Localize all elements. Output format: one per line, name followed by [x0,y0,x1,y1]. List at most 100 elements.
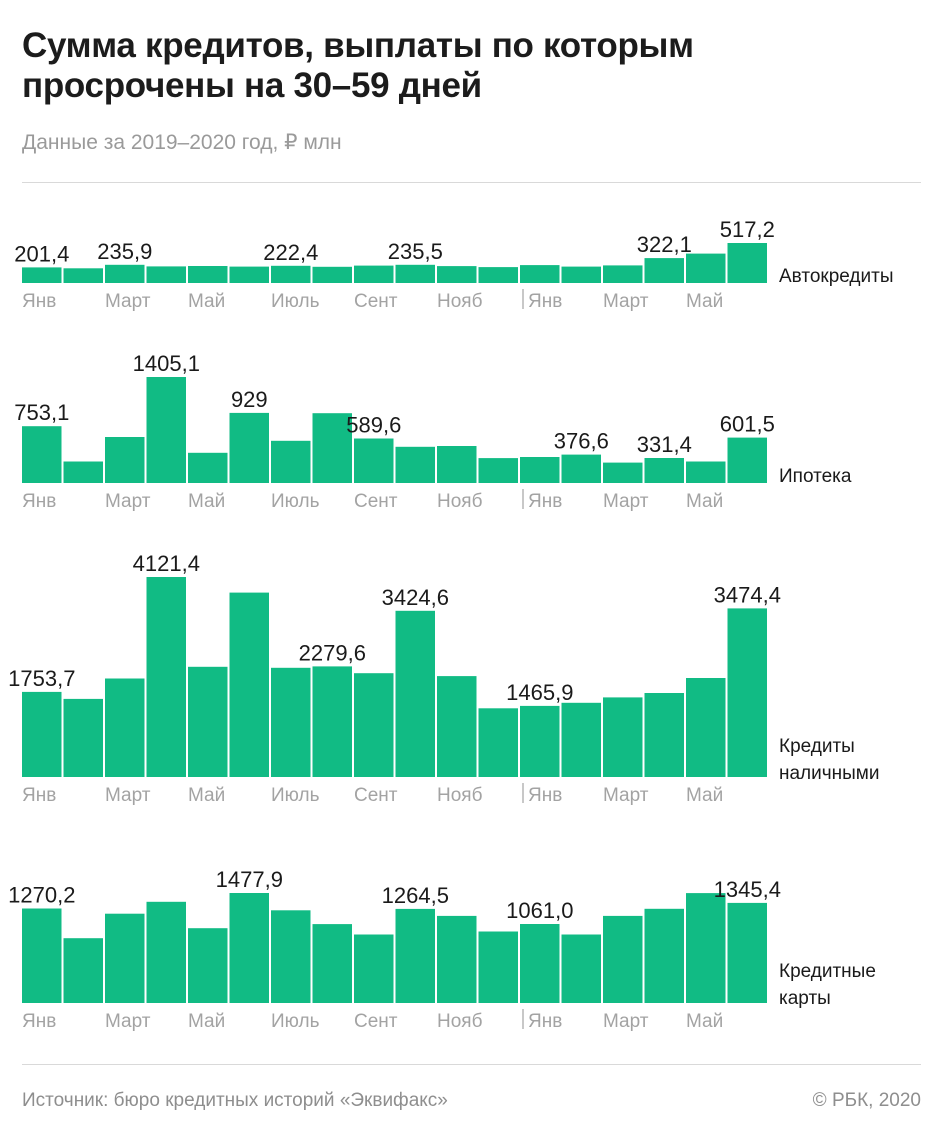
bar [603,462,643,483]
bar [437,915,477,1003]
source-note: Источник: бюро кредитных историй «Эквифа… [22,1090,448,1111]
bar [520,705,560,777]
bar [229,592,269,777]
tick-label: Март [603,1011,649,1032]
bar [271,910,311,1003]
data-label: 1405,1 [133,351,200,376]
tick-label: Июль [271,491,320,512]
data-label: 1753,7 [8,666,75,691]
bar [437,676,477,777]
series-label: наличными [779,763,879,784]
data-label: 1477,9 [216,867,283,892]
series-label: Кредитные [779,961,876,982]
bar [312,924,352,1003]
bar [437,266,477,283]
tick-label: Март [105,785,151,806]
bar [312,266,352,283]
tick-label: Май [188,491,225,512]
bar [686,678,726,777]
tick-label: Янв [528,491,562,512]
bar [478,708,518,777]
data-label: 376,6 [554,429,609,454]
bar [727,902,767,1003]
series-label: карты [779,988,831,1009]
data-label: 589,6 [346,413,401,438]
bar [686,253,726,283]
bar [395,908,435,1003]
bar [22,426,62,483]
tick-label: Сент [354,785,398,806]
bar [22,267,62,283]
bar [146,377,186,483]
series-label: Автокредиты [779,266,894,287]
bar [312,413,352,483]
bar [271,265,311,283]
tick-label: Май [188,1011,225,1032]
bar [561,702,601,777]
bar [146,901,186,1003]
tick-label: Сент [354,1011,398,1032]
tick-label: Нояб [437,1011,483,1032]
bar [437,446,477,483]
bar [63,938,103,1003]
data-label: 517,2 [720,217,775,242]
bar [395,446,435,483]
tick-label: Июль [271,291,320,312]
bar [727,608,767,777]
bar [188,928,228,1003]
copyright-note: © РБК, 2020 [812,1090,921,1111]
bar [478,931,518,1003]
data-label: 4121,4 [133,551,200,576]
bottom-divider [22,1064,921,1065]
tick-label: Янв [22,1011,56,1032]
bar [395,264,435,283]
bar [603,697,643,777]
bar [229,266,269,283]
bar [561,934,601,1003]
data-label: 222,4 [263,240,318,265]
tick-label: Янв [528,291,562,312]
bar [354,934,394,1003]
data-label: 753,1 [14,400,69,425]
bar [520,924,560,1003]
bar [188,452,228,483]
bar [63,698,103,777]
bar [520,265,560,283]
bar [644,908,684,1003]
data-label: 3474,4 [714,582,781,607]
data-label: 3424,6 [382,585,449,610]
bar [354,438,394,483]
bar [22,908,62,1003]
tick-label: Янв [528,785,562,806]
bar [603,265,643,283]
bar [354,265,394,283]
tick-label: Март [105,491,151,512]
tick-label: Май [188,785,225,806]
tick-label: Май [686,785,723,806]
bar [644,458,684,483]
bar [188,666,228,777]
data-label: 1264,5 [382,883,449,908]
chart-title: Сумма кредитов, выплаты по которым проср… [22,26,694,105]
data-label: 1061,0 [506,898,573,923]
tick-label: Нояб [437,491,483,512]
data-label: 929 [231,387,268,412]
data-label: 2279,6 [299,640,366,665]
bar [312,666,352,777]
bar [395,610,435,777]
bar [105,913,145,1003]
bar [478,267,518,283]
data-label: 201,4 [14,241,69,266]
data-label: 1345,4 [714,877,781,902]
bar [478,458,518,483]
data-label: 235,5 [388,239,443,264]
bar [727,243,767,283]
bar [686,461,726,483]
bar [63,268,103,283]
bar [146,577,186,777]
tick-label: Май [686,491,723,512]
data-label: 322,1 [637,232,692,257]
bar [561,266,601,283]
bar [644,258,684,283]
